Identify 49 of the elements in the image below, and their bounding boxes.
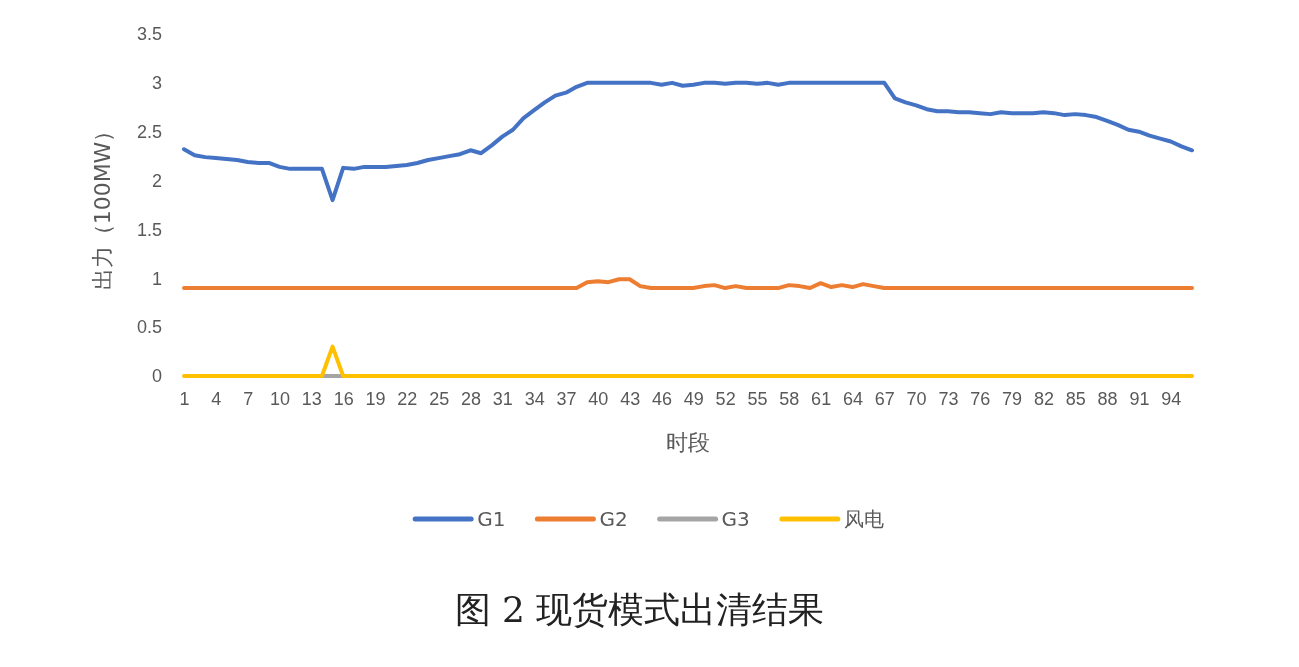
x-tick-label: 7 <box>243 388 254 409</box>
x-tick-label: 67 <box>874 388 895 409</box>
x-tick-label: 13 <box>301 388 322 409</box>
legend-label: G1 <box>477 507 506 531</box>
x-tick-label: 73 <box>938 388 959 409</box>
x-tick-label: 55 <box>747 388 768 409</box>
y-axis-title: 出力（100MW） <box>90 119 115 291</box>
x-tick-label: 70 <box>906 388 927 409</box>
line-series <box>182 80 1194 203</box>
legend-label: 风电 <box>843 507 884 531</box>
x-tick-label: 94 <box>1161 388 1182 409</box>
x-tick-label: 4 <box>211 388 222 409</box>
y-tick-label: 0.5 <box>136 317 162 338</box>
x-tick-label: 91 <box>1129 388 1150 409</box>
x-tick-label: 76 <box>970 388 991 409</box>
x-tick-label: 16 <box>333 388 354 409</box>
x-tick-label: 52 <box>715 388 736 409</box>
x-tick-label: 28 <box>460 388 481 409</box>
x-tick-label: 40 <box>588 388 609 409</box>
y-tick-label: 2 <box>151 170 162 191</box>
x-tick-label: 58 <box>779 388 800 409</box>
y-tick-label: 1 <box>151 268 162 289</box>
x-axis-title: 时段 <box>666 430 710 455</box>
x-tick-label: 49 <box>683 388 704 409</box>
x-tick-label: 10 <box>269 388 291 409</box>
x-tick-label: 64 <box>842 388 863 409</box>
y-tick-label: 0 <box>151 366 162 387</box>
x-tick-label: 22 <box>397 388 418 409</box>
x-tick-label: 25 <box>429 388 450 409</box>
x-tick-label: 79 <box>1002 388 1023 409</box>
y-tick-label: 1.5 <box>136 219 162 240</box>
x-tick-label: 82 <box>1033 388 1054 409</box>
x-tick-label: 43 <box>620 388 641 409</box>
legend-label: G3 <box>721 507 750 531</box>
text: 图 2 现货模式出清结果 <box>454 589 825 630</box>
x-tick-label: 31 <box>492 388 513 409</box>
y-tick-label: 3.5 <box>136 24 162 45</box>
y-tick-label: 3 <box>151 73 162 94</box>
legend-label: G2 <box>599 507 628 531</box>
x-tick-label: 85 <box>1065 388 1086 409</box>
x-tick-label: 19 <box>365 388 386 409</box>
x-tick-label: 37 <box>556 388 577 409</box>
x-tick-label: 34 <box>524 388 545 409</box>
x-tick-label: 46 <box>651 388 672 409</box>
x-tick-label: 1 <box>179 388 190 409</box>
x-tick-label: 61 <box>811 388 832 409</box>
line-series <box>182 277 1194 291</box>
y-tick-label: 2.5 <box>136 121 162 142</box>
x-tick-label: 88 <box>1097 388 1118 409</box>
